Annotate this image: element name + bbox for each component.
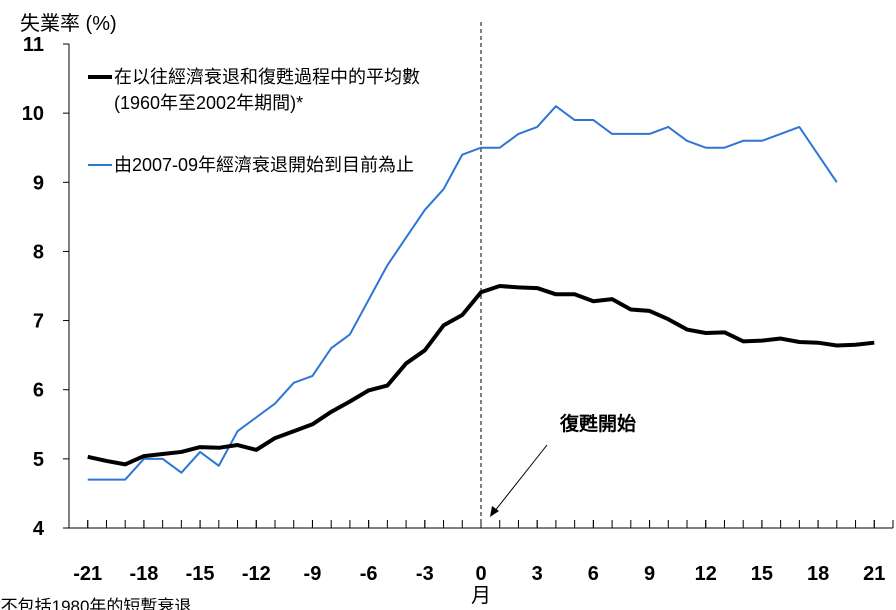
annotation: 復甦開始: [559, 412, 636, 435]
x-tick-label: -3: [416, 563, 434, 585]
y-tick-label: 10: [22, 103, 44, 125]
x-tick-label: 3: [532, 563, 543, 585]
y-axis-label: 失業率 (%): [20, 12, 117, 35]
series-line: [87, 284, 875, 467]
x-tick-label: 6: [588, 563, 599, 585]
x-tick-label: 12: [695, 563, 717, 585]
y-tick-label: 5: [33, 449, 44, 471]
x-tick-label: 9: [644, 563, 655, 585]
y-tick-label: 11: [23, 34, 44, 56]
x-tick-label: -15: [186, 563, 215, 585]
x-tick-label: 21: [863, 563, 885, 585]
annotation-arrow: [493, 444, 548, 513]
y-tick-label: 9: [33, 172, 44, 194]
x-axis-label: 月: [471, 585, 491, 607]
x-tick-label: -18: [129, 563, 158, 585]
x-tick-label: 18: [807, 563, 829, 585]
x-tick-label: -12: [242, 563, 271, 585]
y-tick-label: 6: [33, 380, 44, 402]
x-tick-label: -21: [73, 563, 102, 585]
y-tick-label: 4: [33, 518, 45, 540]
x-tick-label: -9: [304, 563, 322, 585]
footnote: *不包括1980年的短暫衰退: [0, 597, 191, 610]
y-tick-label: 8: [33, 241, 44, 263]
x-tick-label: -6: [360, 563, 378, 585]
series-line: [87, 105, 838, 481]
arrow-head: [490, 506, 499, 517]
legend-entry: 在以往經濟衰退和復甦過程中的平均數(1960年至2002年期間)*: [114, 67, 420, 113]
x-tick-label: 15: [751, 563, 773, 585]
x-tick-label: 0: [475, 563, 486, 585]
legend-entry: 由2007-09年經濟衰退開始到目前為止: [114, 155, 415, 175]
y-tick-label: 7: [33, 311, 44, 333]
